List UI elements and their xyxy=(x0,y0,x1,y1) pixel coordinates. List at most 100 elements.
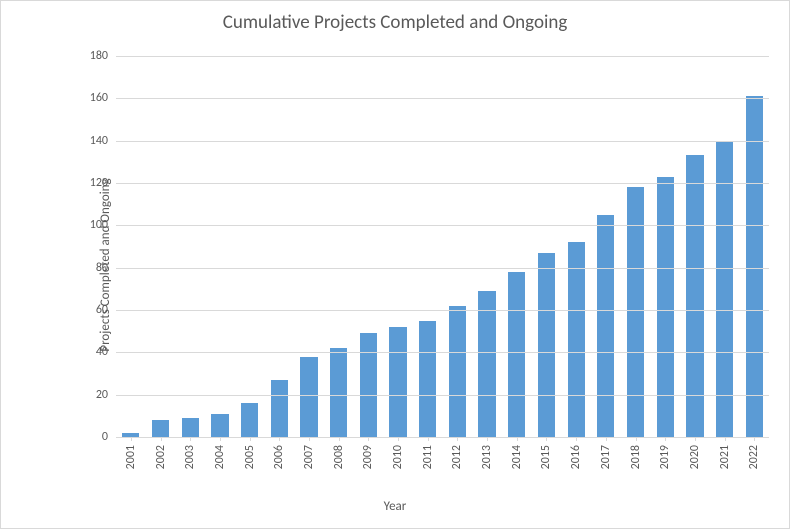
bar-slot: 2020 xyxy=(680,56,710,437)
x-tick-label: 2001 xyxy=(124,445,138,469)
bar-slot: 2009 xyxy=(354,56,384,437)
x-tick xyxy=(636,437,637,441)
x-tick xyxy=(487,437,488,441)
bar xyxy=(419,321,436,437)
chart-frame: Cumulative Projects Completed and Ongoin… xyxy=(0,0,790,529)
bar xyxy=(241,403,258,437)
bar-slot: 2022 xyxy=(739,56,769,437)
x-tick xyxy=(606,437,607,441)
x-tick-label: 2011 xyxy=(421,445,435,469)
bar-slot: 2006 xyxy=(264,56,294,437)
x-tick xyxy=(576,437,577,441)
bar-slot: 2012 xyxy=(443,56,473,437)
grid-line xyxy=(116,98,769,99)
x-tick-label: 2022 xyxy=(747,445,761,469)
grid-line xyxy=(116,141,769,142)
x-tick xyxy=(457,437,458,441)
bar xyxy=(597,215,614,437)
bar xyxy=(449,306,466,437)
y-tick-label: 120 xyxy=(90,176,116,190)
x-axis-title: Year xyxy=(1,499,789,514)
bars-container: 2001200220032004200520062007200820092010… xyxy=(116,56,769,437)
bar-slot: 2003 xyxy=(175,56,205,437)
bar xyxy=(211,414,228,437)
x-tick-label: 2005 xyxy=(243,445,257,469)
y-tick-label: 0 xyxy=(102,430,116,444)
x-tick-label: 2012 xyxy=(450,445,464,469)
grid-line xyxy=(116,268,769,269)
y-tick-label: 160 xyxy=(90,91,116,105)
bar xyxy=(478,291,495,437)
bar-slot: 2010 xyxy=(383,56,413,437)
y-tick-label: 140 xyxy=(90,134,116,148)
bar-slot: 2021 xyxy=(710,56,740,437)
x-tick-label: 2020 xyxy=(688,445,702,469)
x-tick-label: 2003 xyxy=(183,445,197,469)
bar-slot: 2007 xyxy=(294,56,324,437)
y-tick-label: 40 xyxy=(96,345,116,359)
bar-slot: 2001 xyxy=(116,56,146,437)
y-tick-label: 60 xyxy=(96,303,116,317)
x-tick xyxy=(190,437,191,441)
bar-slot: 2011 xyxy=(413,56,443,437)
x-tick xyxy=(754,437,755,441)
x-tick-label: 2021 xyxy=(718,445,732,469)
bar-slot: 2019 xyxy=(650,56,680,437)
bar xyxy=(182,418,199,437)
x-tick xyxy=(546,437,547,441)
y-tick-label: 20 xyxy=(96,388,116,402)
x-tick-label: 2014 xyxy=(510,445,524,469)
bar-slot: 2018 xyxy=(621,56,651,437)
y-tick-label: 180 xyxy=(90,49,116,63)
bar xyxy=(389,327,406,437)
bar-slot: 2014 xyxy=(502,56,532,437)
bar-slot: 2005 xyxy=(235,56,265,437)
grid-line xyxy=(116,183,769,184)
plot-wrapper: 2001200220032004200520062007200820092010… xyxy=(71,56,769,438)
bar xyxy=(538,253,555,437)
bar xyxy=(746,96,763,437)
bar xyxy=(657,177,674,437)
x-tick-label: 2009 xyxy=(361,445,375,469)
x-tick-label: 2007 xyxy=(302,445,316,469)
x-tick xyxy=(279,437,280,441)
x-tick-label: 2006 xyxy=(272,445,286,469)
grid-line xyxy=(116,225,769,226)
bar xyxy=(360,333,377,437)
x-tick-label: 2004 xyxy=(213,445,227,469)
x-tick xyxy=(517,437,518,441)
x-tick-label: 2019 xyxy=(658,445,672,469)
x-tick-label: 2010 xyxy=(391,445,405,469)
x-tick xyxy=(250,437,251,441)
x-tick-label: 2002 xyxy=(154,445,168,469)
bar-slot: 2002 xyxy=(146,56,176,437)
grid-line xyxy=(116,56,769,57)
x-tick xyxy=(428,437,429,441)
y-tick-label: 80 xyxy=(96,261,116,275)
plot-area: 2001200220032004200520062007200820092010… xyxy=(116,56,769,438)
bar xyxy=(508,272,525,437)
bar xyxy=(152,420,169,437)
x-tick xyxy=(368,437,369,441)
x-tick xyxy=(695,437,696,441)
bar xyxy=(300,357,317,437)
bar xyxy=(330,348,347,437)
x-tick xyxy=(339,437,340,441)
bar xyxy=(716,141,733,437)
x-tick xyxy=(131,437,132,441)
bar-slot: 2016 xyxy=(561,56,591,437)
bar-slot: 2004 xyxy=(205,56,235,437)
bar xyxy=(271,380,288,437)
x-tick xyxy=(665,437,666,441)
chart-title: Cumulative Projects Completed and Ongoin… xyxy=(1,11,789,34)
x-tick xyxy=(220,437,221,441)
grid-line xyxy=(116,310,769,311)
grid-line xyxy=(116,352,769,353)
x-tick-label: 2018 xyxy=(629,445,643,469)
x-tick xyxy=(161,437,162,441)
x-tick-label: 2016 xyxy=(569,445,583,469)
bar xyxy=(568,242,585,437)
x-tick-label: 2008 xyxy=(332,445,346,469)
x-tick xyxy=(725,437,726,441)
x-tick xyxy=(309,437,310,441)
